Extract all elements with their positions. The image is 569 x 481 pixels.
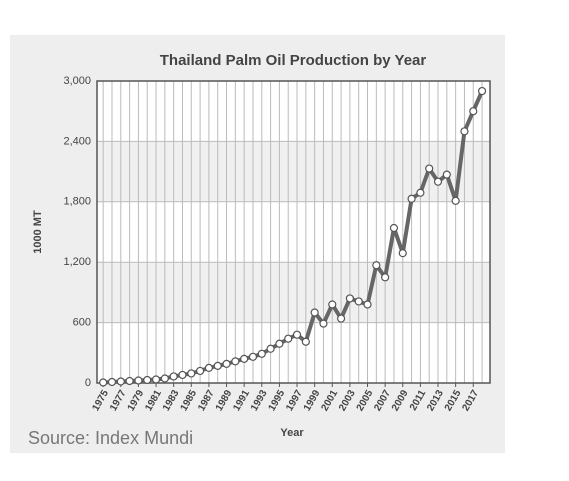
data-point xyxy=(451,196,460,205)
grid-band xyxy=(97,262,490,323)
data-point xyxy=(266,344,275,353)
y-axis-label: 1000 MT xyxy=(32,210,44,254)
data-point xyxy=(160,374,169,383)
data-point xyxy=(134,376,143,385)
data-point xyxy=(116,377,125,386)
data-point xyxy=(398,249,407,258)
data-point xyxy=(284,334,293,343)
data-point xyxy=(469,107,478,116)
data-point xyxy=(231,357,240,366)
data-point xyxy=(107,377,117,387)
y-tick-label: 1,200 xyxy=(63,256,91,268)
y-tick-label: 600 xyxy=(73,317,91,329)
data-point xyxy=(143,375,152,385)
data-point xyxy=(345,294,354,303)
data-point xyxy=(240,354,249,363)
y-tick-label: 3,000 xyxy=(63,75,91,87)
y-tick-label: 1,800 xyxy=(63,196,91,208)
data-point xyxy=(213,361,222,370)
data-point xyxy=(99,378,108,387)
data-point xyxy=(248,352,258,361)
y-tick-label: 2,400 xyxy=(63,135,91,147)
data-point xyxy=(477,86,487,96)
data-point xyxy=(178,370,187,380)
chart-title: Thailand Palm Oil Production by Year xyxy=(160,52,427,69)
data-point xyxy=(257,349,266,358)
data-point xyxy=(389,223,399,233)
data-point xyxy=(275,339,284,348)
data-point xyxy=(301,337,310,346)
data-point xyxy=(372,261,381,270)
data-point xyxy=(442,170,451,179)
data-point xyxy=(328,300,337,309)
data-point xyxy=(169,372,178,381)
data-point xyxy=(433,177,443,186)
data-point xyxy=(222,359,231,368)
data-point xyxy=(363,300,372,309)
data-point xyxy=(381,273,390,282)
y-tick-label: 0 xyxy=(85,377,91,389)
data-point xyxy=(407,194,416,203)
data-point xyxy=(292,330,302,339)
data-point xyxy=(187,369,196,378)
data-point xyxy=(336,314,346,323)
grid-band xyxy=(97,141,490,202)
data-point xyxy=(204,363,214,372)
data-point xyxy=(460,127,469,136)
data-point xyxy=(425,164,434,173)
data-point xyxy=(195,366,205,376)
x-axis-label: Year xyxy=(280,427,304,439)
data-point xyxy=(416,188,425,197)
data-point xyxy=(319,319,328,328)
data-point xyxy=(310,308,319,317)
data-point xyxy=(125,376,134,386)
source-note: Source: Index Mundi xyxy=(28,428,193,448)
data-point xyxy=(151,375,161,384)
data-point xyxy=(354,297,363,306)
plot-border xyxy=(96,80,491,384)
